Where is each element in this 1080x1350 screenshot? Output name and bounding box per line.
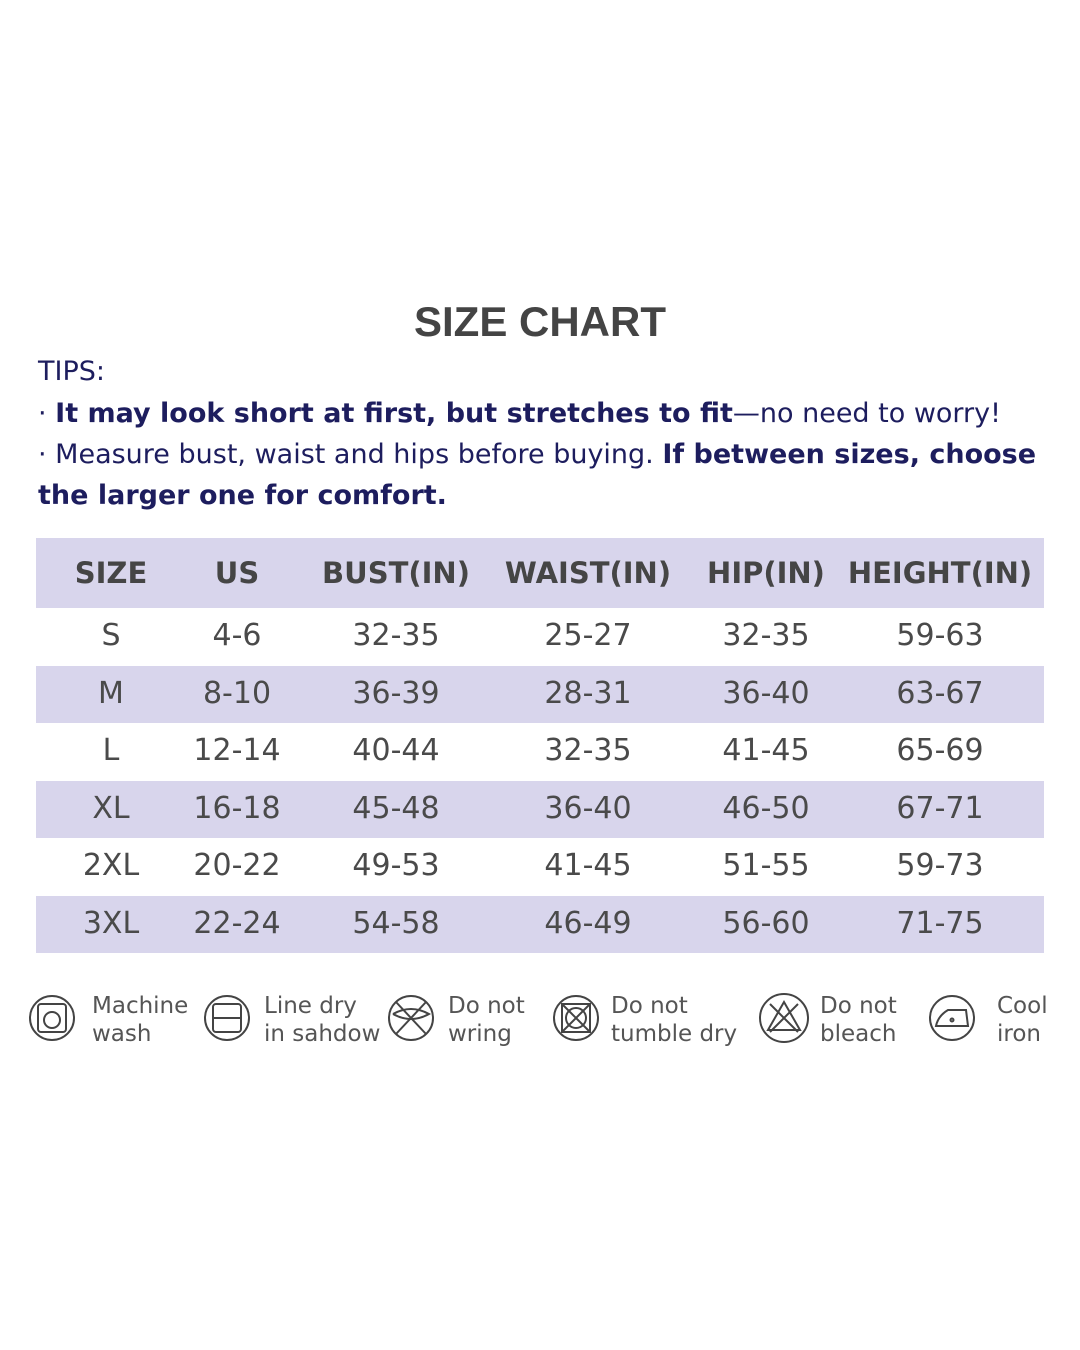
care-label-line: wash (92, 1021, 152, 1047)
header-cell: WAIST(IN) (504, 556, 672, 590)
no-tumble-dry-icon (553, 995, 599, 1041)
table-cell: 4-6 (212, 618, 262, 653)
care-label-line: Do not (820, 993, 897, 1019)
tip-segment: It may look short at first, but stretche… (55, 398, 733, 429)
care-label-line: Cool (997, 993, 1048, 1019)
machine-wash-icon (29, 995, 75, 1041)
table-cell: 36-39 (352, 675, 440, 711)
table-cell: 2XL (82, 848, 140, 883)
table-cell: 63-67 (896, 675, 984, 711)
table-cell: 46-49 (544, 905, 632, 941)
care-icons (29, 993, 975, 1043)
no-bleach-icon (759, 993, 809, 1043)
table-cell: 51-55 (722, 848, 810, 883)
cool-iron-icon (929, 995, 975, 1041)
care-label-line: bleach (820, 1021, 897, 1047)
table-cell: S (101, 618, 121, 653)
table-cell: 3XL (82, 905, 140, 941)
care-label: Do not bleach (820, 992, 897, 1048)
tips-label: TIPS: (38, 356, 105, 387)
care-label-line: tumble dry (611, 1021, 738, 1047)
tip-line: · Measure bust, waist and hips before bu… (38, 434, 1048, 516)
tip-line: · It may look short at first, but stretc… (38, 393, 1048, 434)
line-dry-icon (204, 995, 250, 1041)
table-cell: 49-53 (352, 848, 440, 883)
table-cell: 54-58 (352, 905, 440, 941)
care-label: Cool iron (997, 992, 1048, 1048)
table-cell: L (102, 733, 120, 768)
care-label-line: iron (997, 1021, 1041, 1047)
table-cell: 59-63 (896, 618, 984, 653)
tip-segment: · (38, 398, 56, 429)
title: SIZE CHART (414, 298, 666, 345)
table-cell: 67-71 (896, 790, 984, 826)
row-band (36, 665, 1044, 723)
row-band (36, 895, 1044, 953)
care-label: Machine wash (92, 992, 188, 1048)
table-cell: 32-35 (722, 618, 810, 653)
table-cell: 25-27 (544, 618, 632, 653)
table-cell: 41-45 (544, 848, 632, 883)
table-cell: 45-48 (352, 790, 440, 826)
header-cell: HIP(IN) (707, 556, 825, 590)
table-cell: 36-40 (722, 675, 810, 711)
table-cell: 8-10 (202, 675, 272, 711)
tip-segment: If between sizes, choose the larger one … (38, 439, 1037, 511)
table-cell: 46-50 (722, 790, 810, 826)
care-label-line: Machine (92, 993, 189, 1019)
care-label: Line dry in sahdow (264, 992, 380, 1048)
care-label-line: in sahdow (264, 1021, 381, 1047)
care-label: Do not wring (448, 992, 525, 1048)
table-cell: 20-22 (193, 848, 281, 883)
table-cell: M (98, 675, 124, 711)
header-cell: US (214, 556, 260, 590)
table-cell: 12-14 (193, 733, 281, 768)
table-cell: 40-44 (352, 733, 440, 768)
care-label-line: Line dry (264, 993, 357, 1019)
table-cell: 71-75 (896, 905, 984, 941)
table-cell: 16-18 (193, 790, 281, 826)
care-label-line: wring (448, 1021, 512, 1047)
table-cell: 36-40 (544, 790, 632, 826)
table-cell: 59-73 (896, 848, 984, 883)
table-cell: 28-31 (544, 675, 632, 711)
care-label-line: Do not (611, 993, 688, 1019)
no-wring-icon (388, 995, 434, 1041)
care-label-line: Do not (448, 993, 525, 1019)
table-cell: 32-35 (544, 733, 632, 768)
header-cell: HEIGHT(IN) (847, 556, 1033, 590)
table-cell: XL (92, 790, 130, 826)
tip-segment: · Measure bust, waist and hips before bu… (38, 439, 663, 470)
table-cell: 56-60 (722, 905, 810, 941)
header-cell: BUST(IN) (322, 556, 470, 590)
table-cell: 22-24 (193, 905, 281, 941)
row-band (36, 780, 1044, 838)
table-cell: 65-69 (896, 733, 984, 768)
care-label: Do not tumble dry (611, 992, 737, 1048)
tip-segment: —no need to worry! (732, 398, 1001, 429)
table-cell: 41-45 (722, 733, 810, 768)
header-cell: SIZE (74, 556, 148, 590)
header-band (36, 538, 1044, 608)
table-cell: 32-35 (352, 618, 440, 653)
